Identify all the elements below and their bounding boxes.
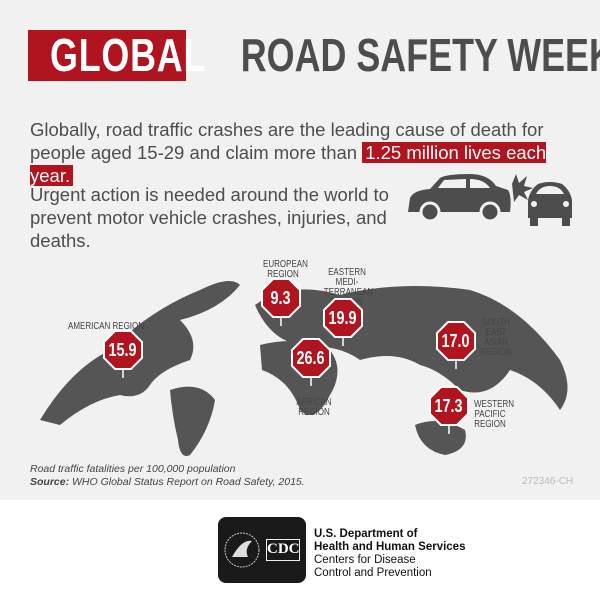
stop-sign-icon — [436, 321, 476, 369]
call-to-action: Urgent action is needed around the world… — [30, 184, 389, 251]
fatality-rate: 19.9 — [328, 308, 358, 328]
region-label-european: EUROPEAN REGION — [263, 259, 308, 280]
south-america — [170, 386, 215, 456]
stop-sign-icon — [261, 278, 301, 326]
stop-sign-eastern-mediterranean: 19.9 — [323, 298, 363, 353]
fatality-rate: 17.0 — [441, 331, 471, 351]
infographic-panel — [0, 0, 600, 500]
stop-sign-icon — [429, 386, 469, 434]
region-label-western-pacific: WESTERN PACIFIC REGION — [474, 399, 514, 430]
intro-statement: Globally, road traffic crashes are the l… — [30, 119, 547, 186]
stop-sign-western-pacific: 17.3 — [429, 386, 469, 441]
fatality-rate: 9.3 — [270, 288, 292, 308]
stop-sign-european: 9.3 — [261, 278, 301, 333]
stop-sign-american: 15.9 — [103, 330, 143, 385]
hhs-eagle-icon — [224, 532, 260, 568]
region-label-south-east-asian: SOUTH EAST ASIAN REGION — [480, 317, 512, 358]
stop-sign-icon — [291, 338, 331, 386]
fatality-rate: 26.6 — [296, 348, 326, 368]
fatality-rate: 15.9 — [108, 340, 138, 360]
data-note: Road traffic fatalities per 100,000 popu… — [30, 463, 305, 488]
agency-name: U.S. Department of Health and Human Serv… — [314, 528, 466, 579]
australia — [415, 421, 466, 455]
cdc-logo-text: CDC — [266, 539, 300, 561]
region-label-african: AFRICAN REGION — [296, 397, 332, 418]
stop-sign-icon — [323, 298, 363, 346]
stop-sign-icon — [103, 330, 143, 378]
car-crash-icon — [408, 174, 572, 226]
document-code: 272346-CH — [522, 476, 574, 487]
fatality-rate: 17.3 — [434, 396, 464, 416]
title: ROAD SAFETY WEEK — [240, 29, 600, 81]
stop-sign-south-east-asian: 17.0 — [436, 321, 476, 376]
region-label-american: AMERICAN REGION — [68, 321, 145, 332]
stop-sign-african: 26.6 — [291, 338, 331, 393]
title-highlight: GLOBAL — [28, 30, 205, 81]
hhs-cdc-logo: CDC — [218, 517, 306, 583]
